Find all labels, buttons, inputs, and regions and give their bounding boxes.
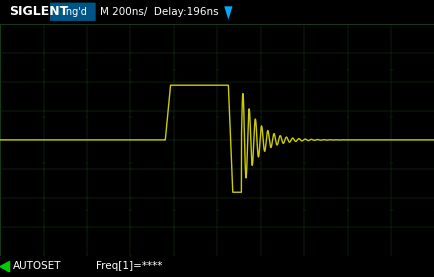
Text: SIGLENT: SIGLENT bbox=[9, 5, 68, 18]
Text: M 200ns/  Delay:196ns: M 200ns/ Delay:196ns bbox=[100, 7, 218, 17]
FancyBboxPatch shape bbox=[50, 2, 95, 21]
Polygon shape bbox=[0, 261, 10, 272]
Text: Tng'd: Tng'd bbox=[59, 7, 86, 17]
Text: Freq[1]=****: Freq[1]=**** bbox=[95, 261, 162, 271]
Text: AUTOSET: AUTOSET bbox=[13, 261, 61, 271]
